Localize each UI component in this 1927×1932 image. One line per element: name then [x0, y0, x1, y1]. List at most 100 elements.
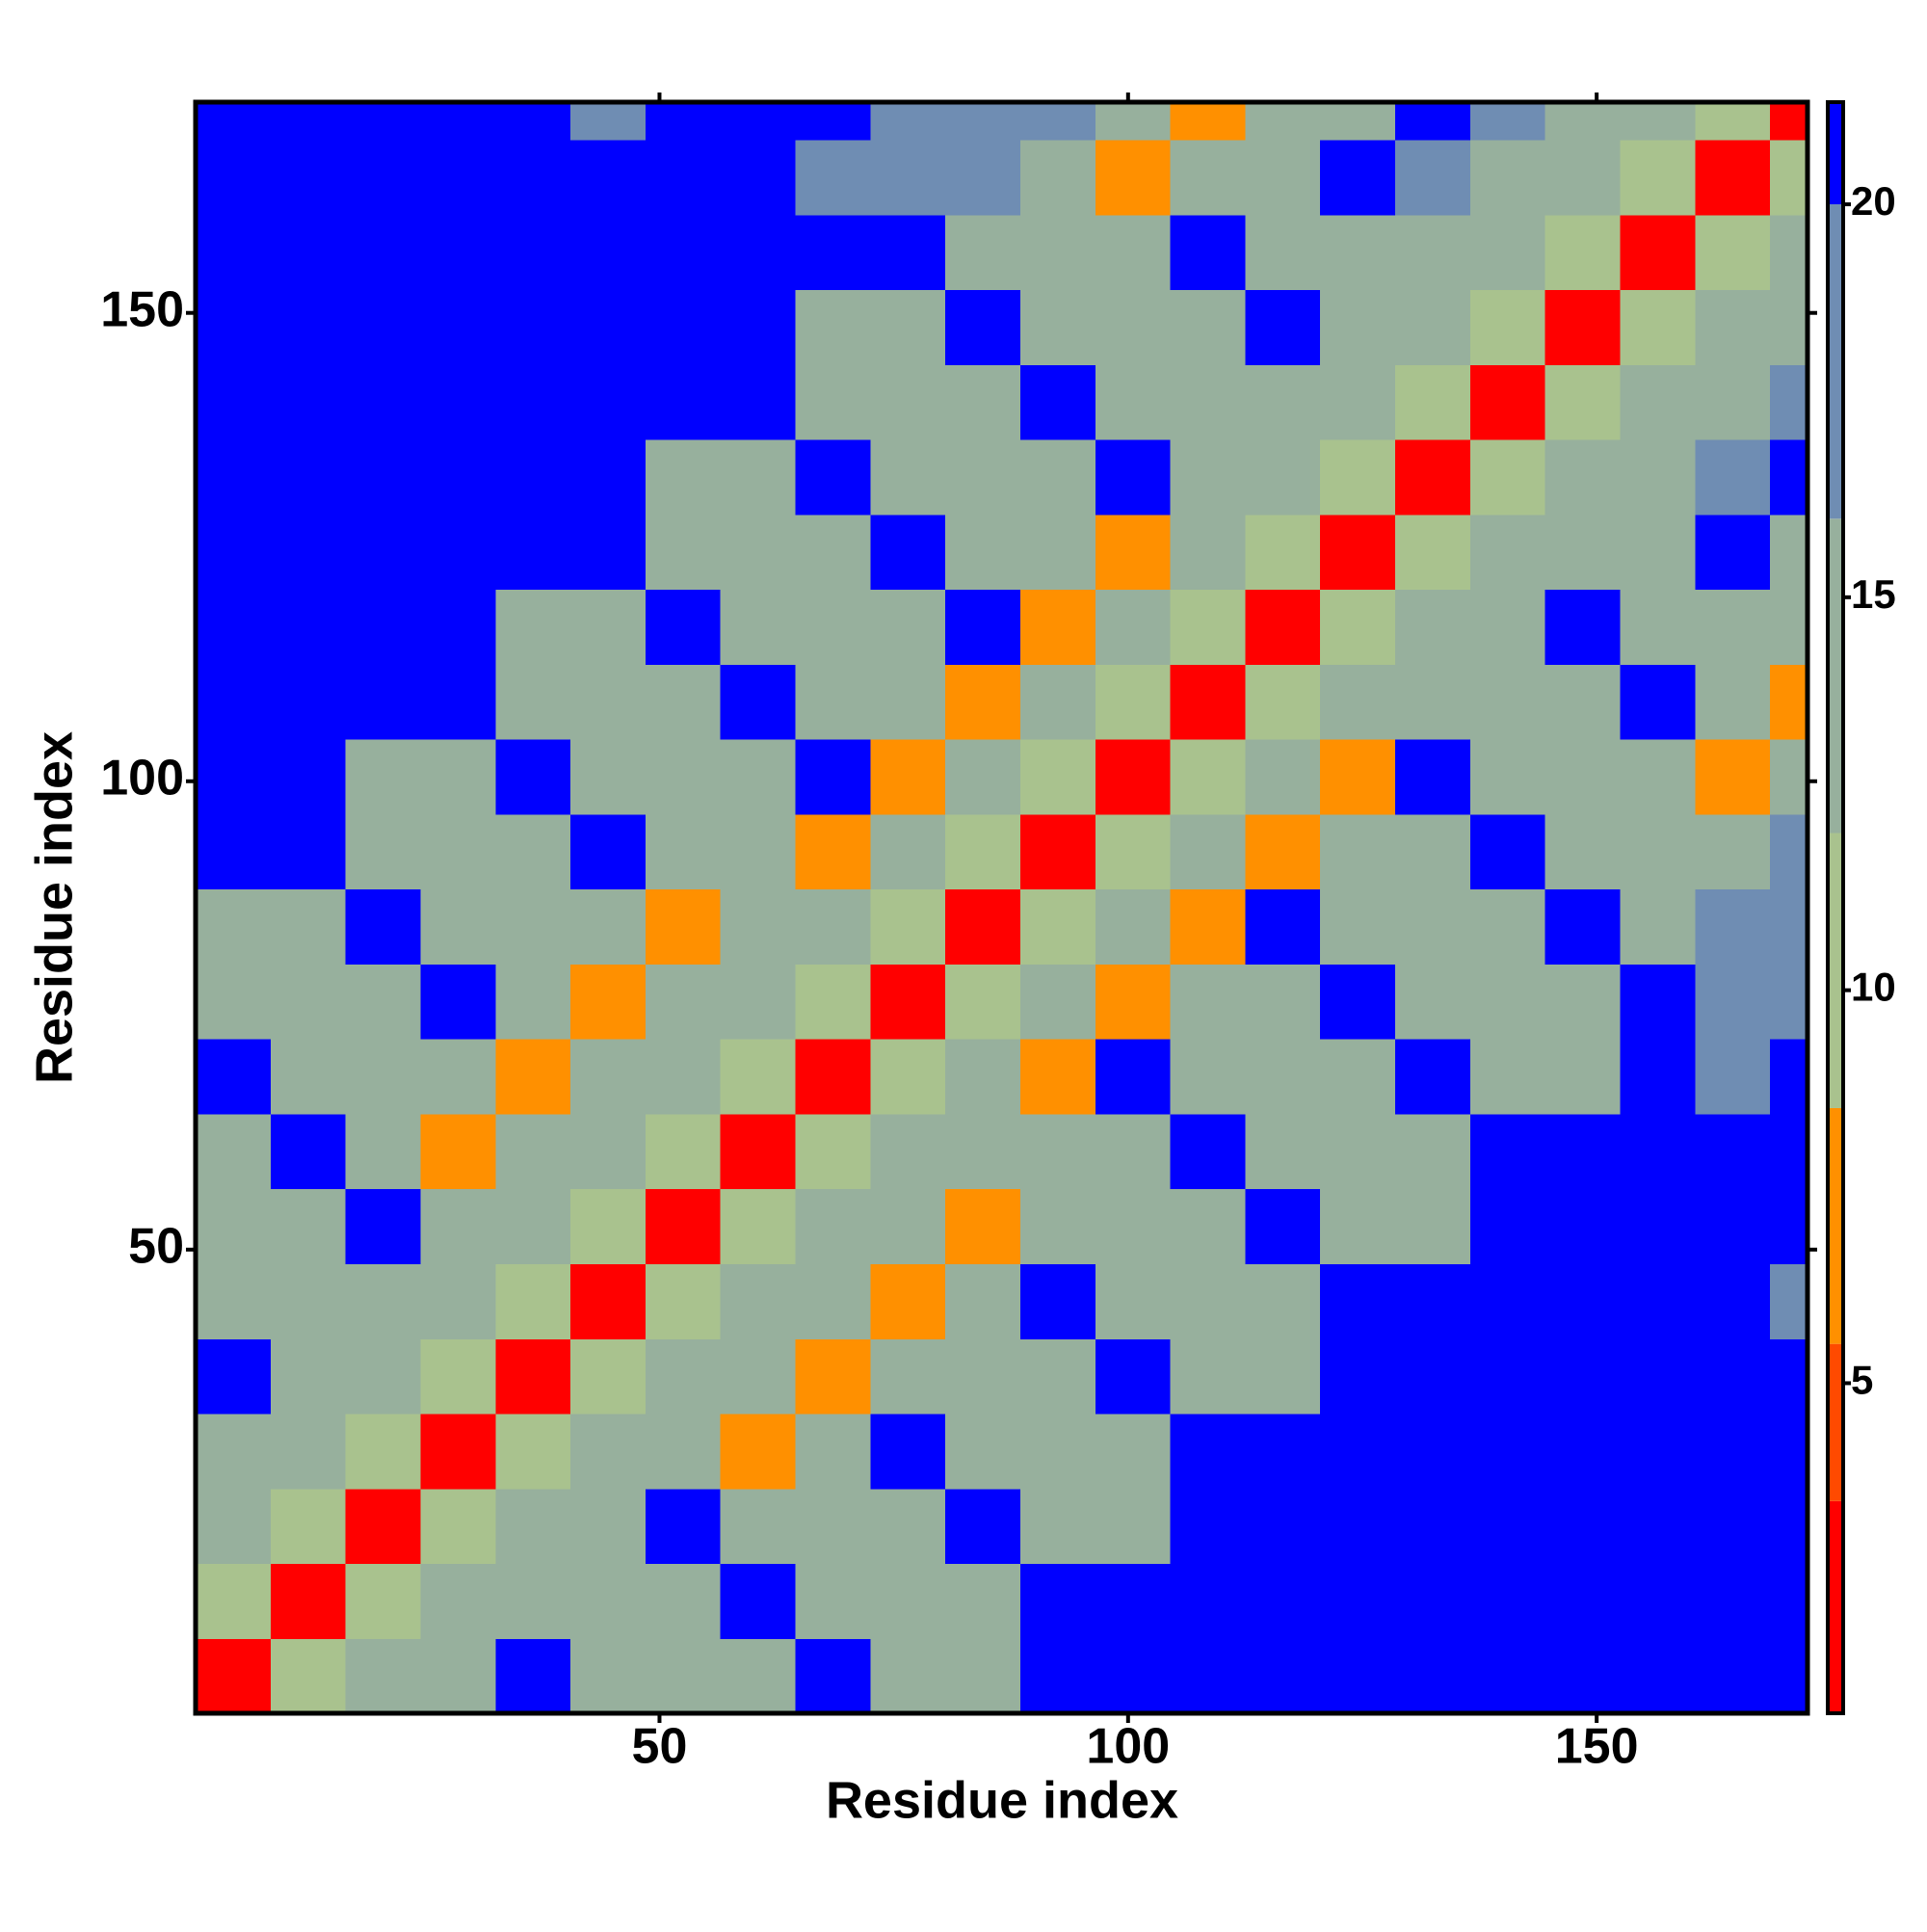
heatmap-cell [1095, 664, 1172, 740]
heatmap-cell [1469, 1113, 1546, 1190]
heatmap-cell [1544, 1638, 1622, 1714]
heatmap-cell [570, 214, 647, 291]
heatmap-cell [420, 964, 496, 1040]
heatmap-cell [1245, 289, 1321, 365]
heatmap-cell [1770, 589, 1808, 665]
heatmap-cell [1695, 664, 1771, 740]
heatmap-cell [1170, 139, 1246, 216]
heatmap-cell [1170, 1563, 1246, 1639]
heatmap-cell [1395, 1263, 1471, 1339]
heatmap-cell [420, 289, 496, 365]
heatmap-cell [1620, 1039, 1696, 1115]
x-tick-label: 150 [1555, 1719, 1639, 1775]
heatmap-cell [945, 1263, 1021, 1339]
heatmap-cell [1019, 1039, 1096, 1115]
heatmap-cell [1245, 364, 1321, 440]
heatmap-cell [570, 589, 647, 665]
heatmap-cell [1469, 1563, 1546, 1639]
heatmap-cell [1170, 1039, 1246, 1115]
heatmap-cell [345, 214, 422, 291]
heatmap-cell [1170, 102, 1246, 141]
heatmap-cell [1770, 1113, 1808, 1190]
heatmap-cell [1019, 1113, 1096, 1190]
heatmap-cell [1019, 289, 1096, 365]
heatmap-cell [495, 1563, 571, 1639]
heatmap-cell [945, 664, 1021, 740]
heatmap-cell [1245, 1113, 1321, 1190]
heatmap-cell [720, 438, 797, 516]
plot-frame [193, 99, 1810, 1716]
heatmap-cell [196, 1413, 272, 1490]
heatmap-cell [795, 1488, 871, 1565]
heatmap-cell [945, 1563, 1021, 1639]
heatmap-cell [870, 1039, 946, 1115]
heatmap-cell [1095, 102, 1172, 141]
heatmap-cell [420, 888, 496, 965]
heatmap-cell [1695, 102, 1771, 141]
heatmap-cell [1095, 1638, 1172, 1714]
heatmap-cell [645, 1638, 722, 1714]
heatmap-cell [270, 964, 347, 1040]
heatmap-cell [345, 289, 422, 365]
heatmap-cell [420, 364, 496, 440]
heatmap-cell [1695, 214, 1771, 291]
heatmap-cell [720, 1338, 797, 1415]
heatmap-cell [795, 964, 871, 1040]
heatmap-cell [1770, 214, 1808, 291]
heatmap-cell [1770, 139, 1808, 216]
heatmap-cell [570, 1039, 647, 1115]
heatmap-cell [345, 438, 422, 516]
heatmap-cell [1544, 1039, 1622, 1115]
heatmap-cell [1469, 102, 1546, 141]
heatmap-cell [1620, 1263, 1696, 1339]
heatmap-cell [945, 139, 1021, 216]
heatmap-cell [870, 1263, 946, 1339]
heatmap-cell [1019, 102, 1096, 141]
heatmap-cell [1170, 1188, 1246, 1264]
heatmap-cell [1170, 289, 1246, 365]
heatmap-cell [720, 102, 797, 141]
heatmap-cell [1170, 664, 1246, 740]
heatmap-cell [495, 1638, 571, 1714]
heatmap-cell [1695, 1638, 1771, 1714]
heatmap-cell [1245, 1413, 1321, 1490]
heatmap-cell [1245, 813, 1321, 890]
heatmap-cell [196, 1338, 272, 1415]
heatmap-cell [420, 1563, 496, 1639]
heatmap-cell [1320, 289, 1396, 365]
heatmap-cell [1469, 214, 1546, 291]
heatmap-cell [1469, 1638, 1546, 1714]
heatmap-cell [570, 1188, 647, 1264]
heatmap-cell [1544, 1338, 1622, 1415]
heatmap-cell [645, 1039, 722, 1115]
heatmap-cell [1544, 1563, 1622, 1639]
heatmap-cell [570, 739, 647, 815]
heatmap-cell [345, 1113, 422, 1190]
heatmap-cell [1395, 1188, 1471, 1264]
heatmap-cell [345, 1563, 422, 1639]
heatmap-cell [1770, 1039, 1808, 1115]
heatmap-cell [645, 589, 722, 665]
heatmap-cell [1095, 813, 1172, 890]
heatmap-cell [495, 364, 571, 440]
heatmap-cell [1620, 139, 1696, 216]
heatmap-cell [1170, 1113, 1246, 1190]
heatmap-cell [1770, 664, 1808, 740]
heatmap-cell [1170, 364, 1246, 440]
heatmap-cell [870, 1188, 946, 1264]
heatmap-cell [570, 1113, 647, 1190]
heatmap-cell [345, 514, 422, 591]
heatmap-cell [495, 664, 571, 740]
heatmap-cell [495, 514, 571, 591]
heatmap-cell [795, 139, 871, 216]
heatmap-cell [1695, 1263, 1771, 1339]
heatmap-cell [1320, 1488, 1396, 1565]
heatmap-cell [720, 1638, 797, 1714]
heatmap-cell [420, 139, 496, 216]
heatmap-cell [570, 813, 647, 890]
heatmap-cell [345, 964, 422, 1040]
heatmap-cell [1320, 739, 1396, 815]
heatmap-cell [1320, 102, 1396, 141]
heatmap-cell [1544, 1413, 1622, 1490]
